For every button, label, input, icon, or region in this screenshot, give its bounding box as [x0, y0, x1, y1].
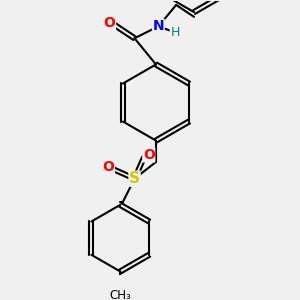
Text: O: O — [102, 160, 114, 174]
Text: O: O — [103, 16, 116, 30]
Text: H: H — [170, 26, 180, 39]
Text: CH₃: CH₃ — [110, 289, 131, 300]
Text: N: N — [152, 20, 164, 33]
Text: S: S — [129, 171, 140, 186]
Text: O: O — [143, 148, 155, 162]
